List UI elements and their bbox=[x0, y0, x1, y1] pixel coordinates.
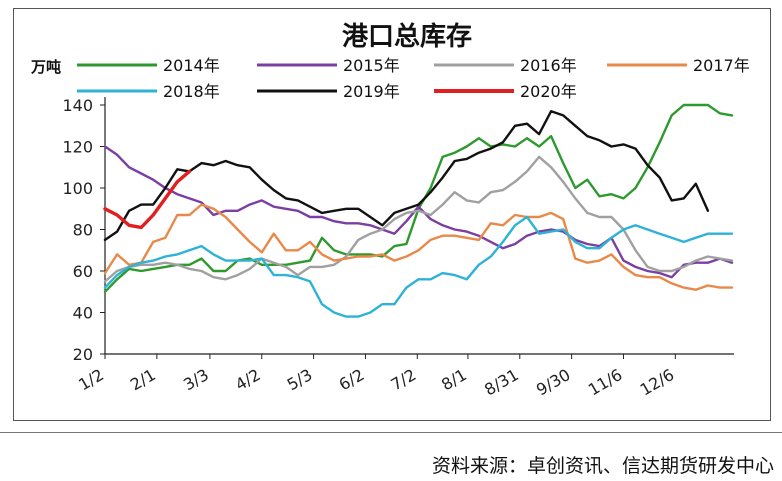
y-tick-label: 140 bbox=[62, 96, 93, 115]
series-line-2014 bbox=[103, 103, 734, 293]
x-tick-label: 7/2 bbox=[387, 365, 419, 394]
footer-divider bbox=[0, 432, 782, 433]
x-tick-label: 3/3 bbox=[180, 365, 212, 394]
x-tick-label: 2/1 bbox=[127, 365, 159, 394]
legend-label: 2019年 bbox=[343, 82, 400, 101]
legend-label: 2015年 bbox=[343, 56, 400, 75]
y-axis-unit-label: 万吨 bbox=[30, 58, 61, 76]
legend: 2014年 2015年 2016年 2017年 2018年 2019年 2020年 bbox=[77, 56, 750, 101]
source-note: 资料来源：卓创资讯、信达期货研发中心 bbox=[431, 455, 774, 477]
legend-label: 2020年 bbox=[520, 82, 577, 101]
y-tick-label: 60 bbox=[73, 262, 93, 281]
legend-label: 2018年 bbox=[163, 82, 220, 101]
series-line-2018 bbox=[103, 215, 734, 318]
series-line-2019 bbox=[103, 110, 710, 242]
x-tick-label: 4/2 bbox=[232, 365, 264, 394]
chart-frame: 港口总库存 万吨 2014年 2015年 2016年 2017年 2018年 2019年 2… bbox=[13, 8, 771, 421]
x-tick-label: 11/6 bbox=[585, 365, 626, 399]
x-tick-label: 8/31 bbox=[481, 365, 522, 399]
x-tick-label: 6/2 bbox=[336, 365, 368, 394]
legend-label: 2014年 bbox=[163, 56, 220, 75]
series-line-2017 bbox=[103, 203, 734, 291]
legend-label: 2017年 bbox=[693, 56, 750, 75]
x-tick-label: 9/30 bbox=[533, 365, 574, 399]
series-line-2015 bbox=[103, 145, 734, 279]
series-line-2016 bbox=[103, 155, 734, 283]
legend-label: 2016年 bbox=[520, 56, 577, 75]
y-tick-label: 20 bbox=[73, 345, 93, 364]
y-tick-label: 40 bbox=[73, 304, 93, 323]
series-line-2020 bbox=[103, 169, 192, 230]
plot-area bbox=[103, 103, 734, 318]
y-tick-label: 100 bbox=[62, 179, 93, 198]
x-tick-label: 12/6 bbox=[637, 365, 678, 399]
x-tick-label: 5/3 bbox=[284, 365, 316, 394]
chart-title: 港口总库存 bbox=[342, 22, 472, 52]
y-tick-label: 80 bbox=[73, 221, 93, 240]
x-tick-label: 1/2 bbox=[75, 365, 107, 394]
y-tick-label: 120 bbox=[62, 138, 93, 157]
x-tick-label: 8/1 bbox=[438, 365, 470, 394]
